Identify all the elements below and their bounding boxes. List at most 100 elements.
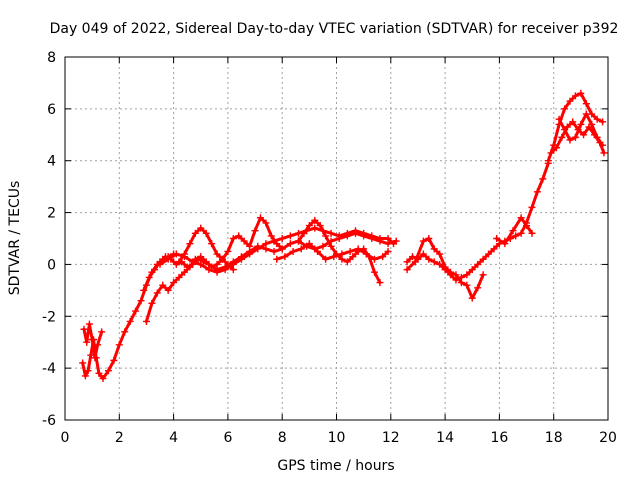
data-point	[436, 260, 444, 268]
data-point	[180, 253, 188, 261]
y-tick-label: 2	[47, 206, 56, 222]
data-point	[281, 253, 289, 261]
data-point	[202, 229, 210, 237]
data-point	[566, 97, 574, 105]
data-point	[115, 341, 123, 349]
data-point	[593, 133, 601, 141]
data-point	[221, 266, 229, 274]
data-point	[517, 229, 525, 237]
data-point	[140, 286, 148, 294]
data-point	[436, 250, 444, 258]
data-point	[346, 247, 354, 255]
data-point	[84, 367, 92, 375]
data-point	[229, 260, 237, 268]
data-point	[338, 255, 346, 263]
series-satellite-arc-7	[273, 240, 392, 263]
y-tick-label: -6	[42, 413, 56, 429]
y-tick-label: 8	[47, 50, 56, 66]
data-point	[441, 263, 449, 271]
data-point	[376, 279, 384, 287]
data-point	[262, 219, 270, 227]
data-point	[512, 232, 520, 240]
data-point	[81, 372, 89, 380]
data-point	[80, 325, 88, 333]
data-point	[411, 258, 419, 266]
x-tick-label: 14	[436, 430, 454, 446]
data-point	[240, 237, 248, 245]
data-point	[237, 255, 245, 263]
data-point	[384, 235, 392, 242]
data-point	[189, 258, 197, 266]
data-point	[539, 175, 547, 183]
data-point	[430, 258, 438, 266]
data-point	[311, 224, 319, 232]
data-point	[319, 242, 327, 250]
data-point	[104, 367, 112, 375]
data-point	[311, 216, 319, 224]
series-line	[495, 216, 534, 246]
data-point	[409, 253, 417, 261]
data-point	[254, 245, 262, 253]
data-point	[286, 232, 294, 240]
data-point	[286, 240, 294, 248]
data-point	[197, 224, 205, 232]
data-point	[558, 133, 566, 141]
data-point	[186, 240, 194, 248]
data-point	[501, 240, 509, 248]
data-point	[474, 260, 482, 268]
data-point	[170, 279, 178, 287]
data-point	[313, 247, 321, 255]
x-axis-label: GPS time / hours	[277, 458, 394, 474]
data-point	[349, 253, 357, 261]
data-point	[94, 341, 102, 349]
data-point	[379, 253, 387, 261]
data-point	[121, 328, 129, 336]
data-point	[213, 268, 221, 276]
series-satellite-arc-8	[294, 216, 384, 287]
data-point	[278, 245, 286, 253]
data-point	[145, 273, 153, 281]
data-point	[256, 214, 264, 222]
data-point	[180, 268, 188, 276]
x-tick-label: 18	[545, 430, 563, 446]
data-point	[474, 284, 482, 292]
data-point	[600, 149, 608, 157]
data-point	[110, 356, 118, 364]
data-point	[79, 359, 87, 367]
data-point	[479, 255, 487, 263]
data-point	[175, 258, 183, 266]
data-point	[561, 105, 569, 113]
data-point	[376, 235, 384, 242]
data-point	[528, 229, 536, 237]
x-tick-label: 2	[115, 430, 124, 446]
data-point	[218, 255, 226, 263]
data-point	[98, 328, 106, 336]
x-tick-label: 4	[169, 430, 178, 446]
series-satellite-arc-11	[493, 214, 536, 248]
data-point	[425, 255, 433, 263]
chart-title: Day 049 of 2022, Sidereal Day-to-day VTE…	[50, 21, 619, 37]
data-point	[322, 255, 330, 263]
data-point	[371, 255, 379, 263]
data-point	[352, 227, 360, 235]
x-tick-label: 6	[223, 430, 232, 446]
x-tick-label: 10	[328, 430, 346, 446]
data-point	[126, 317, 134, 325]
data-point	[251, 227, 259, 235]
data-point	[246, 250, 254, 258]
data-point	[555, 115, 563, 123]
y-axis-label: SDTVAR / TECUs	[7, 181, 23, 296]
y-tick-label: 6	[47, 102, 56, 118]
data-point	[172, 250, 180, 258]
data-point	[577, 120, 585, 128]
data-point	[571, 92, 579, 100]
data-point	[316, 222, 324, 230]
data-point	[327, 242, 335, 250]
data-point	[517, 214, 525, 222]
data-point	[186, 263, 194, 271]
data-point	[561, 126, 569, 134]
data-point	[224, 247, 232, 255]
data-point	[88, 336, 96, 344]
data-point	[452, 271, 460, 279]
data-point	[523, 222, 531, 230]
